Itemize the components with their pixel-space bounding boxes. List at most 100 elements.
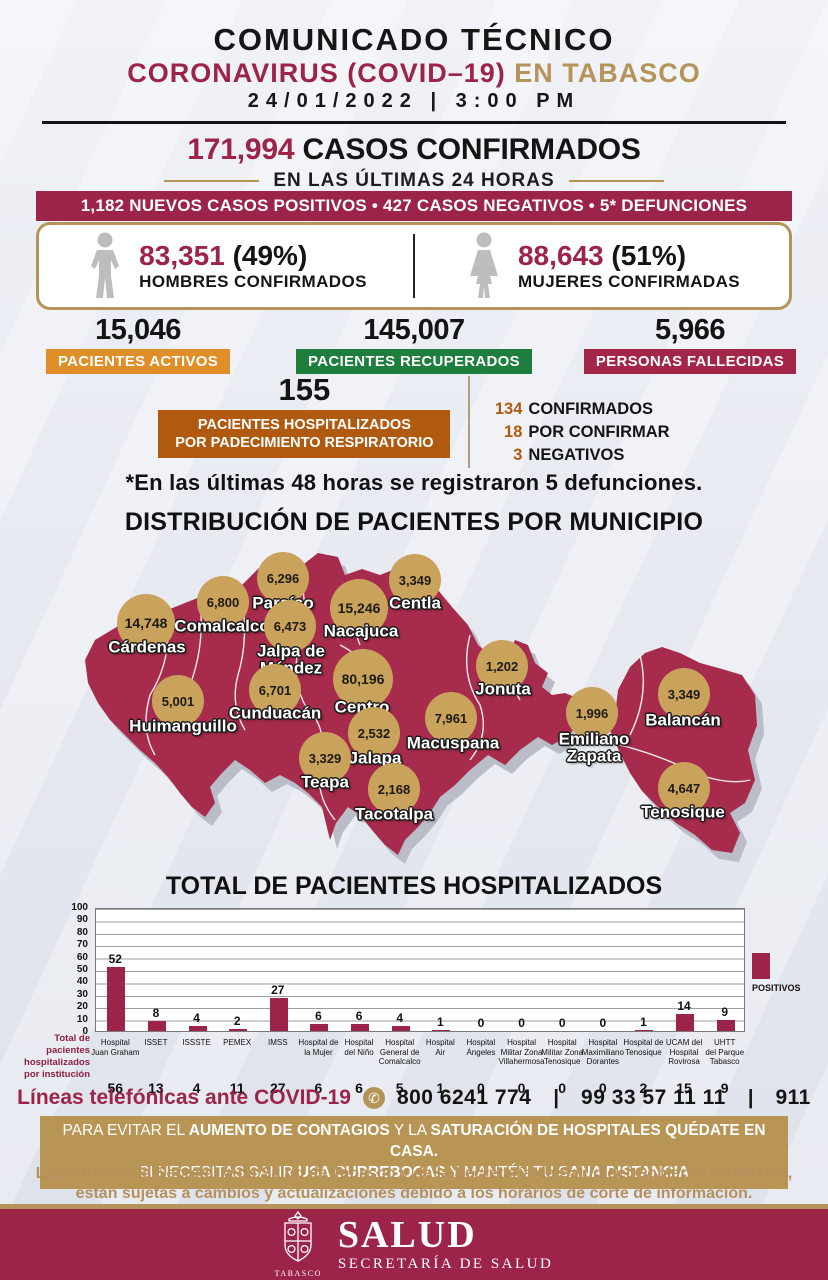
municipality-label: Jonuta: [475, 679, 531, 699]
total-8: 1: [436, 1080, 445, 1096]
municipality-value-circle: 6,701: [249, 664, 301, 716]
bar-2: [188, 1026, 207, 1031]
bar-0: [107, 966, 126, 1031]
hospitalized-section: 155 PACIENTES HOSPITALIZADOS POR PADECIM…: [0, 372, 828, 468]
bar-14: [676, 1013, 695, 1031]
y-tick-20: 20: [76, 1001, 88, 1013]
phone-separator: |: [553, 1086, 560, 1109]
warning-segment: Y MANTÉN TU: [445, 1163, 559, 1181]
y-tick-60: 60: [76, 951, 88, 963]
period-line: EN LAS ÚLTIMAS 24 HORAS: [0, 170, 828, 192]
total-14: 15: [676, 1080, 692, 1096]
municipality-value-circle: 2,532: [348, 707, 400, 759]
hospitalized-breakdown-row-0: 134 CONFIRMADOS: [488, 398, 669, 421]
stay-home-banner: PARA EVITAR EL AUMENTO DE CONTAGIOS Y LA…: [40, 1116, 788, 1189]
municipality-value-circle: 3,329: [299, 732, 351, 784]
report-datetime: 24/01/2022 | 3:00 PM: [247, 90, 581, 112]
municipality-label: Teapa: [301, 772, 349, 792]
municipality-label: Comalcalco: [174, 616, 270, 636]
municipality-label: Centla: [389, 593, 441, 613]
status-number: 15,046: [95, 314, 181, 346]
status-card-1: 145,007 PACIENTES RECUPERADOS: [276, 314, 552, 374]
municipality-value-circle: 3,349: [658, 668, 710, 720]
municipality-value-circle: 5,001: [152, 675, 204, 727]
bar-6: [351, 1023, 370, 1031]
municipality-value-circle: 3,349: [389, 554, 441, 606]
hospitalized-bar-chart: Total de pacientes hospitalizados por in…: [0, 902, 828, 1096]
female-number: 88,643: [517, 240, 604, 271]
male-stats: 83,351 (49%) HOMBRES CONFIRMADOS: [139, 240, 367, 292]
total-9: 0: [477, 1080, 485, 1096]
legend-swatch-positivos: [752, 953, 770, 979]
female-section: 88,643 (51%) MUJERES CONFIRMADAS: [415, 232, 789, 300]
status-number: 145,007: [363, 314, 465, 346]
period-label: EN LAS ÚLTIMAS 24 HORAS: [273, 170, 555, 191]
hospitalized-breakdown-row-1: 18 POR CONFIRMAR: [488, 421, 670, 444]
x-label-3: PEMEX: [223, 1038, 252, 1047]
chart-row-label: Total de pacientes hospitalizados por in…: [24, 1033, 90, 1080]
warning-segment: PARA EVITAR EL: [62, 1122, 189, 1139]
bar-3: [229, 1028, 248, 1031]
municipality-label: Emiliano Zapata: [558, 729, 630, 765]
map-title: DISTRIBUCIÓN DE PACIENTES POR MUNICIPIO: [124, 508, 704, 536]
y-tick-40: 40: [76, 976, 88, 988]
map-state-shape: [85, 553, 757, 855]
bar-value-15: 9: [721, 1004, 729, 1019]
page-title: COMUNICADO TÉCNICO: [213, 22, 615, 57]
bar-value-10: 0: [518, 1016, 525, 1030]
municipality-label: Cárdenas: [108, 637, 186, 657]
male-icon: [91, 232, 120, 298]
bar-8: [432, 1029, 451, 1031]
bar-value-8: 1: [436, 1014, 444, 1029]
x-label-4: IMSS: [268, 1038, 288, 1047]
municipality-value-circle: 4,647: [658, 762, 710, 814]
tabasco-map: 6,296Paraíso6,800Comalcalco14,748Cárdena…: [0, 545, 828, 870]
bar-4: [269, 997, 288, 1031]
total-11: 0: [558, 1080, 567, 1096]
disclaimer: Las cifras de la Secretaría de Salud de …: [0, 1164, 828, 1204]
total-4: 27: [270, 1080, 286, 1096]
municipality-value-circle: 1,996: [566, 687, 618, 739]
hospitalized-breakdown: 134 CONFIRMADOS 18 POR CONFIRMAR 3 NEGATIVOS: [488, 372, 670, 467]
total-15: 9: [720, 1080, 729, 1096]
hospitalized-breakdown-row-2: 3 NEGATIVOS: [488, 444, 669, 467]
crest-state-label: TABASCO: [274, 1269, 322, 1278]
status-badge: PERSONAS FALLECIDAS: [583, 349, 797, 374]
male-percent: (49%): [224, 240, 308, 271]
total-2: 4: [192, 1080, 201, 1096]
brand-secretaria: SECRETARÍA DE SALUD: [337, 1256, 554, 1272]
phone-number-1: 99 33 57 11 11: [581, 1086, 726, 1109]
municipality-value-circle: 15,246: [330, 579, 388, 637]
confirmed-label: CASOS CONFIRMADOS: [294, 133, 641, 166]
x-label-8: Hospital Air: [425, 1038, 455, 1057]
warning-line-1: PARA EVITAR EL AUMENTO DE CONTAGIOS Y LA…: [44, 1121, 784, 1163]
x-label-6: Hospital del Niño: [344, 1038, 374, 1057]
female-percent: (51%): [603, 240, 687, 271]
x-label-13: Hospital de Tenosique: [623, 1038, 664, 1057]
y-tick-0: 0: [82, 1026, 88, 1037]
confirmed-number: 171,994: [187, 133, 295, 166]
x-label-12: Hospital Maximiliano Dorantes: [581, 1038, 624, 1067]
chart-title: TOTAL DE PACIENTES HOSPITALIZADOS: [165, 872, 663, 900]
bar-value-11: 0: [558, 1016, 566, 1030]
municipality-value-circle: 1,202: [476, 640, 528, 692]
total-7: 5: [395, 1080, 404, 1096]
male-number-line: 83,351 (49%): [139, 240, 367, 272]
total-3: 11: [229, 1080, 245, 1096]
female-number-line: 88,643 (51%): [518, 240, 740, 272]
breakdown-label: NEGATIVOS: [528, 446, 625, 465]
x-label-10: Hospital Militar Zona Villahermosa: [498, 1038, 545, 1067]
period-line-right: [568, 180, 664, 182]
warning-segment: AUMENTO DE CONTAGIOS: [188, 1122, 390, 1139]
bar-value-14: 14: [677, 998, 691, 1013]
warning-segment: Y LA: [389, 1122, 431, 1139]
breakdown-label: POR CONFIRMAR: [528, 423, 670, 442]
phone-number-0: 800 6241 774: [396, 1086, 532, 1109]
total-13: 2: [639, 1080, 648, 1096]
bar-value-1: 8: [152, 1006, 160, 1021]
x-label-9: Hospital Ángeles: [466, 1038, 496, 1057]
municipality-value-circle: 80,196: [333, 649, 393, 709]
deaths-note: *En las últimas 48 horas se registraron …: [125, 470, 703, 495]
municipality-value-circle: 6,473: [264, 600, 316, 652]
